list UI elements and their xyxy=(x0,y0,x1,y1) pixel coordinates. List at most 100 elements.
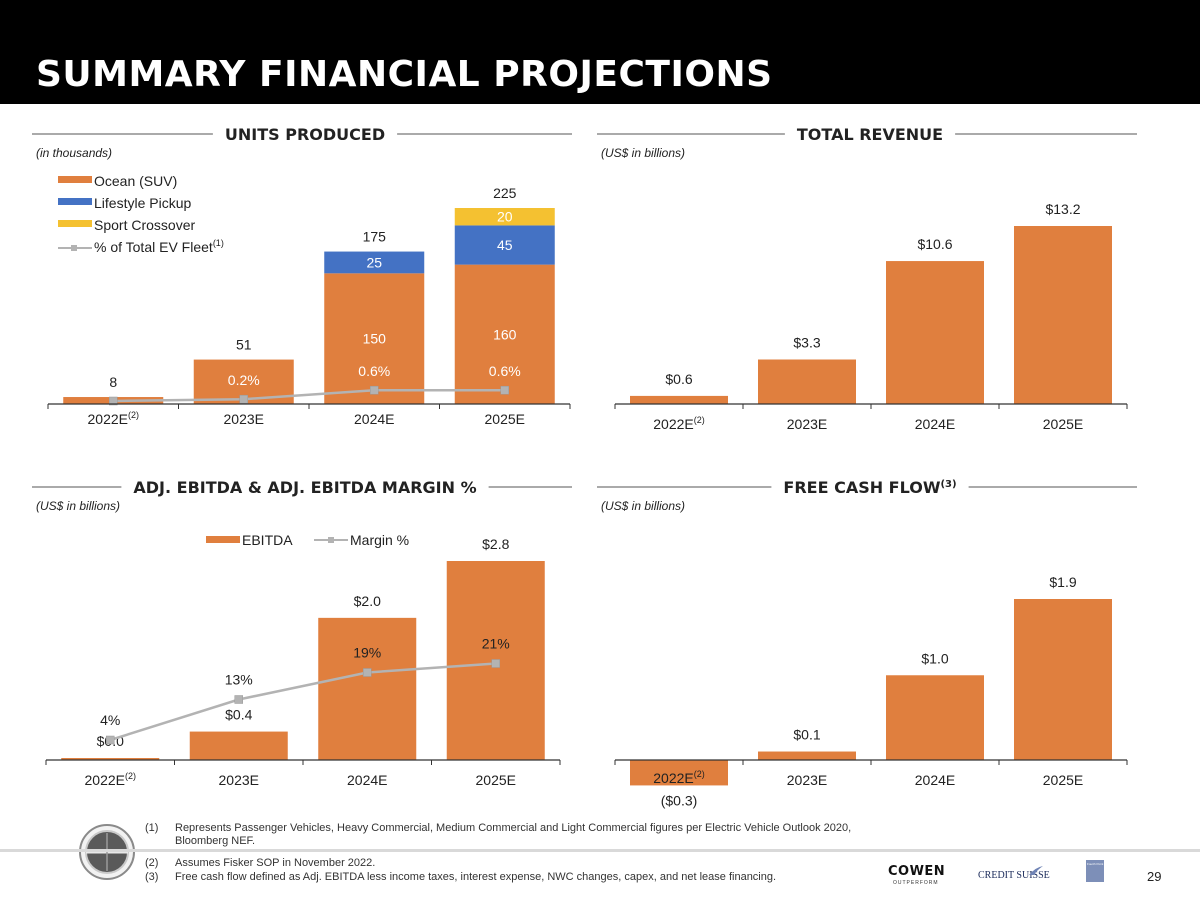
data-label: $0.4 xyxy=(225,707,252,723)
line-label: 0.6% xyxy=(358,363,390,379)
legend-label: EBITDA xyxy=(242,532,293,548)
segment-label: 45 xyxy=(497,237,513,253)
chart-title: TOTAL REVENUE xyxy=(797,125,943,144)
x-tick-label: 2022E(2) xyxy=(88,410,139,427)
legend-label: Ocean (SUV) xyxy=(94,173,177,189)
data-label: $0.1 xyxy=(793,727,820,743)
data-label: $1.9 xyxy=(1049,574,1076,590)
x-tick-label: 2023E xyxy=(224,411,264,427)
line-label: 4% xyxy=(100,712,120,728)
free-cash-flow-chart: FREE CASH FLOW(3) (US$ in billions) ($0.3)… xyxy=(595,473,1155,813)
x-tick-label: 2023E xyxy=(787,416,827,432)
chart-title: ADJ. EBITDA & ADJ. EBITDA MARGIN % xyxy=(133,478,476,497)
line-point xyxy=(106,735,115,745)
line-label: 0.2% xyxy=(228,372,260,388)
x-tick-label: 2024E xyxy=(354,411,394,427)
data-label: $1.0 xyxy=(921,650,948,666)
tick-superscript: (2) xyxy=(128,410,139,420)
total-label: 175 xyxy=(363,229,387,245)
data-label: $13.2 xyxy=(1045,201,1080,217)
fourth-point-logo: Fourth Point xyxy=(1086,860,1104,882)
x-tick-label: 2024E xyxy=(915,416,955,432)
chart-title: UNITS PRODUCED xyxy=(225,125,385,144)
data-label: $10.6 xyxy=(917,236,952,252)
segment-label: 25 xyxy=(366,254,382,270)
data-label: $2.8 xyxy=(482,536,509,552)
tick-superscript: (2) xyxy=(694,415,705,425)
bar xyxy=(758,359,856,404)
legend-swatch xyxy=(58,176,92,183)
x-tick-label: 2025E xyxy=(1043,772,1083,788)
chart-subtitle: (US$ in billions) xyxy=(36,499,120,513)
footnote-number: (1) xyxy=(145,822,159,834)
chart-subtitle: (US$ in billions) xyxy=(601,499,685,513)
bar xyxy=(318,617,417,760)
bar-segment xyxy=(324,251,425,274)
legend-swatch xyxy=(58,220,92,227)
footnote-text: Assumes Fisker SOP in November 2022. xyxy=(175,857,376,869)
ebitda-chart: ADJ. EBITDA & ADJ. EBITDA MARGIN % (US$ i… xyxy=(30,473,590,813)
footnote-text: Free cash flow defined as Adj. EBITDA le… xyxy=(175,871,777,883)
header-bar: SUMMARY FINANCIAL PROJECTIONS xyxy=(0,0,1200,104)
x-tick-label: 2024E xyxy=(915,772,955,788)
credit-suisse-logo: CREDIT SUISSE xyxy=(978,870,1050,881)
line-label: 21% xyxy=(482,636,510,652)
fleet-line xyxy=(113,388,505,403)
page-title: SUMMARY FINANCIAL PROJECTIONS xyxy=(36,54,773,95)
cowen-logo: COWEN xyxy=(888,864,946,879)
fourth-point-text: Fourth Point xyxy=(1087,862,1104,866)
legend-line-marker xyxy=(328,537,334,543)
margin-line xyxy=(109,662,496,742)
x-tick-label: 2025E xyxy=(485,411,525,427)
fisker-logo xyxy=(78,823,136,886)
chart-title: FREE CASH FLOW(3) xyxy=(783,478,956,497)
x-tick-label: 2022E(2) xyxy=(85,771,136,788)
data-label: $2.0 xyxy=(354,593,381,609)
footnote-text: Represents Passenger Vehicles, Heavy Com… xyxy=(175,822,852,847)
footnote-number: (3) xyxy=(145,871,159,883)
line-point xyxy=(109,396,118,406)
line-point xyxy=(370,385,379,395)
line-point xyxy=(239,394,248,404)
total-revenue-chart: TOTAL REVENUE (US$ in billions) $0.6 $3.3 $1… xyxy=(595,120,1155,440)
total-label: 8 xyxy=(109,374,117,390)
tick-superscript: (2) xyxy=(125,771,136,781)
segment-label: 20 xyxy=(497,209,513,225)
legend-label: Lifestyle Pickup xyxy=(94,195,191,211)
legend-label: Sport Crossover xyxy=(94,217,195,233)
bar-segment xyxy=(324,273,425,404)
credit-suisse-sail-icon xyxy=(1028,864,1044,882)
total-label: 51 xyxy=(236,337,252,353)
bar xyxy=(630,760,728,786)
bar xyxy=(630,395,728,404)
units-produced-chart: UNITS PRODUCED (in thousands) 8 51 150 25 175 1… xyxy=(30,120,590,440)
footer-divider xyxy=(0,849,1200,852)
bar-segment xyxy=(454,208,555,226)
footnote-number: (2) xyxy=(145,857,159,869)
bar-segment xyxy=(454,225,555,265)
title-superscript: (3) xyxy=(940,479,956,490)
chart-subtitle: (US$ in billions) xyxy=(601,146,685,160)
bar xyxy=(886,675,984,760)
x-tick-label: 2023E xyxy=(219,772,259,788)
line-point xyxy=(234,695,243,704)
line-point xyxy=(491,659,500,668)
chart-subtitle: (in thousands) xyxy=(36,146,112,160)
bar xyxy=(189,731,288,760)
bar xyxy=(1014,226,1112,404)
x-tick-label: 2023E xyxy=(787,772,827,788)
x-tick-label: 2025E xyxy=(1043,416,1083,432)
cowen-subtitle: OUTPERFORM xyxy=(893,880,939,886)
legend-label: % of Total EV Fleet(1) xyxy=(94,238,224,255)
bar xyxy=(758,751,856,760)
segment-label: 150 xyxy=(363,331,387,347)
x-tick-label: 2025E xyxy=(476,772,516,788)
line-label: 19% xyxy=(353,645,381,661)
x-tick-label: 2022E(2) xyxy=(653,769,704,786)
bar xyxy=(61,758,160,760)
line-label: 0.6% xyxy=(489,363,521,379)
legend-swatch xyxy=(58,198,92,205)
line-label: 13% xyxy=(225,672,253,688)
x-tick-label: 2022E(2) xyxy=(653,415,704,432)
bar-segment xyxy=(454,264,555,404)
